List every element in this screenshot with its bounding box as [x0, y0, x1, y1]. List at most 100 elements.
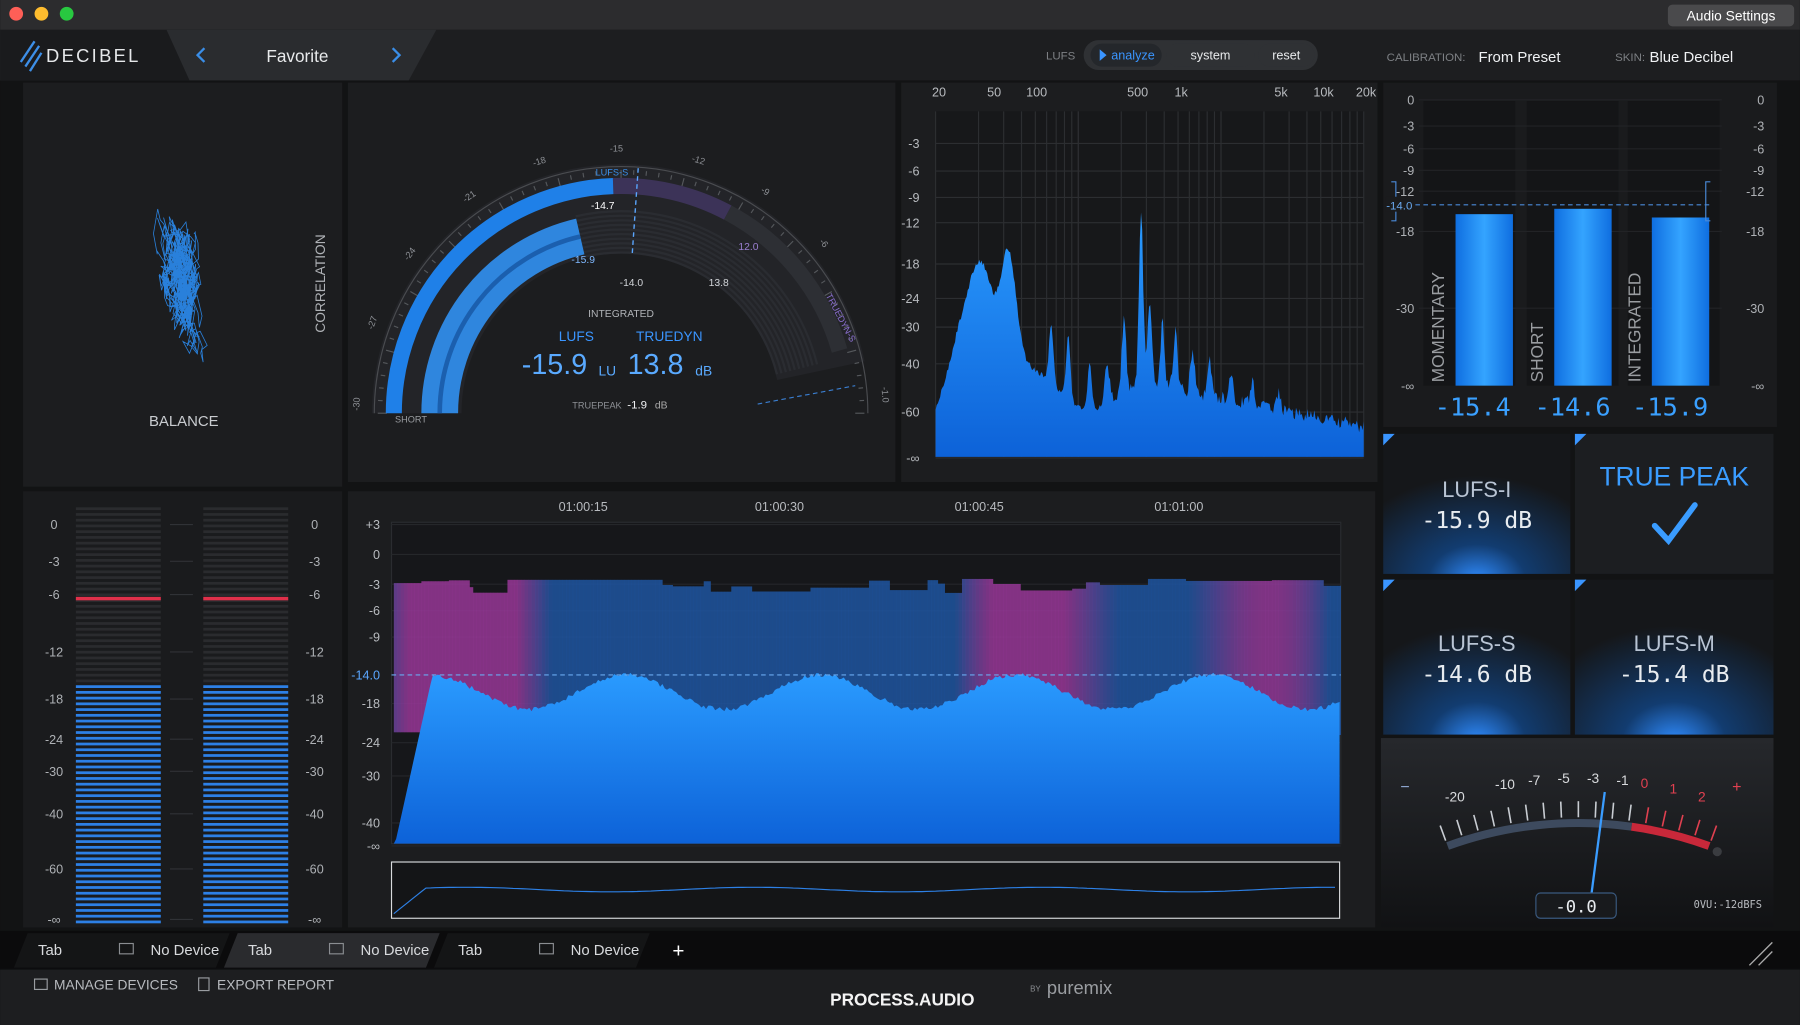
history-band: [1003, 583, 1007, 734]
history-band: [1168, 578, 1173, 729]
tab[interactable]: [223, 933, 440, 968]
history-band: [1041, 590, 1045, 740]
peak-scale-label: -60: [305, 862, 323, 876]
brand-by: BY: [1030, 985, 1041, 994]
peak-segment: [203, 868, 289, 872]
history-band: [1106, 585, 1111, 735]
tab-device[interactable]: No Device: [150, 942, 219, 959]
history-band: [631, 579, 636, 730]
peak-segment: [203, 610, 289, 614]
spectrum-y-label: -60: [901, 406, 919, 420]
history-band: [1199, 580, 1204, 731]
gauge-tick: [798, 249, 803, 254]
peak-segment: [75, 650, 161, 654]
history-band: [841, 587, 846, 737]
history-band: [975, 578, 980, 729]
gauge-tick: [398, 313, 404, 317]
peak-segment: [203, 822, 289, 826]
manage-devices[interactable]: MANAGE DEVICES: [54, 977, 178, 992]
spectrum-y-label: -6: [908, 165, 919, 179]
mode-button[interactable]: [1090, 43, 1162, 67]
history-band: [1075, 588, 1080, 738]
tab-name[interactable]: Tab: [38, 942, 62, 959]
skin-value[interactable]: Blue Decibel: [1650, 49, 1734, 66]
resize-handle[interactable]: [1748, 941, 1773, 966]
peak-segment: [75, 645, 161, 648]
audio-settings-button[interactable]: [1667, 4, 1795, 27]
history-scale-label: +3: [366, 518, 380, 532]
history-band: [1278, 580, 1283, 730]
spectrum-curve: [935, 212, 1364, 457]
gauge-marker: -15.9: [571, 255, 595, 266]
history-band: [1085, 582, 1090, 732]
gauge-tick: [717, 190, 721, 196]
prev-preset[interactable]: [195, 47, 206, 63]
history-band: [741, 586, 746, 736]
history-band: [731, 586, 735, 736]
history-band: [758, 591, 763, 741]
play-icon: [1099, 49, 1107, 61]
meter-bar-value: -15.9: [1632, 393, 1708, 422]
history-band: [617, 579, 622, 730]
peak-segment: [203, 645, 289, 648]
peak-segment: [75, 713, 161, 717]
history-band: [555, 579, 560, 730]
history-band: [528, 579, 532, 730]
peak-segment: [203, 742, 289, 746]
export-report[interactable]: EXPORT REPORT: [217, 977, 335, 992]
history-band: [1292, 580, 1297, 730]
peak-scale-label: -30: [305, 765, 323, 779]
history-band: [497, 592, 501, 742]
history-band: [927, 580, 932, 730]
calibration-value[interactable]: From Preset: [1478, 49, 1561, 66]
peak-segment: [75, 547, 161, 551]
mode-label[interactable]: analyze: [1111, 49, 1154, 63]
next-preset[interactable]: [391, 47, 402, 63]
zoom-button[interactable]: [59, 6, 74, 21]
peak-segment: [75, 822, 161, 826]
vu-readout-box: [1535, 892, 1617, 919]
audio-settings-label[interactable]: Audio Settings: [1687, 9, 1776, 24]
history-band: [607, 579, 611, 730]
history-band: [948, 592, 952, 743]
peak-segment: [203, 587, 289, 591]
gauge-inner-grid: [582, 242, 788, 373]
history-band: [992, 583, 997, 734]
gauge-inner-grid: [575, 210, 819, 365]
gauge-tick: [410, 291, 419, 297]
mode-button[interactable]: [1258, 43, 1315, 67]
close-button[interactable]: [9, 6, 24, 21]
tab[interactable]: [13, 933, 230, 968]
tab-device[interactable]: No Device: [361, 942, 430, 959]
mode-label[interactable]: system: [1191, 49, 1231, 63]
mode-button[interactable]: [1166, 43, 1255, 67]
peak-segment: [203, 777, 289, 780]
tab-name[interactable]: Tab: [458, 942, 482, 959]
peak-segment: [203, 541, 289, 545]
tab-name[interactable]: Tab: [248, 942, 272, 959]
spectrum-x-label: 20k: [1356, 85, 1377, 99]
history-band: [1151, 578, 1156, 729]
peak-segment: [203, 513, 289, 516]
peak-hold: [203, 596, 289, 601]
history-band: [689, 586, 694, 736]
peak-scale-label: -60: [45, 862, 63, 876]
peak-segment: [75, 742, 161, 746]
gauge-tick: [582, 172, 585, 178]
gauge-tick: [498, 202, 505, 211]
history-band: [576, 579, 580, 730]
history-band: [958, 592, 963, 743]
vu-tick: [1710, 825, 1718, 841]
partner: puremix: [1047, 977, 1112, 998]
preset-name[interactable]: Favorite: [266, 46, 328, 66]
peak-segment: [203, 748, 289, 752]
add-tab[interactable]: +: [672, 939, 684, 962]
minimize-button[interactable]: [34, 6, 49, 21]
tab-device[interactable]: No Device: [571, 942, 640, 959]
history-band: [393, 583, 398, 733]
meter-tick-label: -9: [1403, 164, 1414, 178]
meter-tick-label: -18: [1746, 225, 1764, 239]
mode-label[interactable]: reset: [1272, 49, 1301, 63]
tab[interactable]: [433, 933, 650, 968]
